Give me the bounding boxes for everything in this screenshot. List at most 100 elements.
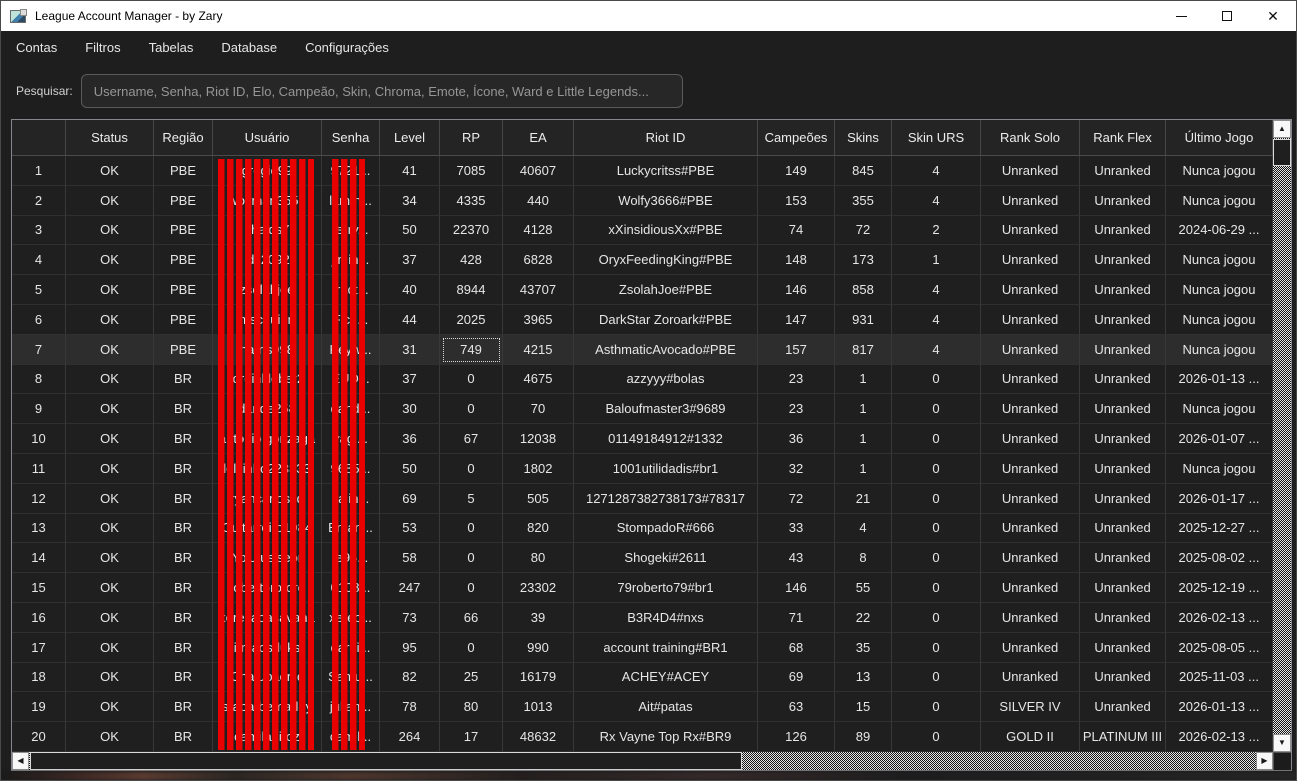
table-row[interactable]: 2 OK PBE wolfman3555 lamth... 34 4335 440 Wolfy3… xyxy=(12,185,1291,216)
cell-rank-flex[interactable]: Unranked xyxy=(1080,573,1166,603)
row-number-cell[interactable]: 20 xyxy=(12,722,66,752)
cell-level[interactable]: 53 xyxy=(380,513,440,544)
cell-skin-urs[interactable]: 4 xyxy=(892,185,981,216)
cell-regiao[interactable]: BR xyxy=(154,483,213,514)
cell-regiao[interactable]: PBE xyxy=(154,334,213,365)
cell-ultimo-jogo[interactable]: 2025-11-03 ... xyxy=(1166,662,1273,693)
cell-skins[interactable]: 55 xyxy=(835,573,892,603)
cell-rp[interactable]: 0 xyxy=(440,543,503,574)
cell-senha[interactable]: xerec... xyxy=(322,602,380,633)
cell-regiao[interactable]: BR xyxy=(154,364,213,395)
cell-ultimo-jogo[interactable]: Nunca jogou xyxy=(1166,245,1273,276)
cell-rank-solo[interactable]: Unranked xyxy=(981,394,1080,425)
cell-regiao[interactable]: BR xyxy=(154,722,213,752)
cell-campeoes[interactable]: 36 xyxy=(758,424,835,454)
cell-ea[interactable]: 43707 xyxy=(503,275,574,305)
cell-rank-solo[interactable]: Unranked xyxy=(981,156,1080,186)
cell-skin-urs[interactable]: 0 xyxy=(892,424,981,454)
cell-level[interactable]: 31 xyxy=(380,334,440,365)
cell-rank-flex[interactable]: Unranked xyxy=(1080,394,1166,425)
table-row[interactable]: 9 OK BR dande258 dand... 30 0 70 Baloufmaster3#9… xyxy=(12,394,1291,425)
cell-rank-flex[interactable]: Unranked xyxy=(1080,602,1166,633)
minimize-button[interactable] xyxy=(1158,1,1204,31)
cell-usuario[interactable]: ryancarloscd xyxy=(213,483,322,514)
cell-level[interactable]: 78 xyxy=(380,692,440,723)
cell-riot-id[interactable]: Luckycritss#PBE xyxy=(574,156,758,186)
cell-level[interactable]: 82 xyxy=(380,662,440,693)
cell-senha[interactable]: le96... xyxy=(322,543,380,574)
cell-rank-flex[interactable]: Unranked xyxy=(1080,156,1166,186)
cell-senha[interactable]: 9685... xyxy=(322,453,380,484)
cell-level[interactable]: 37 xyxy=(380,245,440,276)
cell-level[interactable]: 69 xyxy=(380,483,440,514)
menu-item-configuracoes[interactable]: Configurações xyxy=(305,39,389,55)
cell-usuario[interactable]: lolzinho223333 xyxy=(213,453,322,484)
cell-skins[interactable]: 858 xyxy=(835,275,892,305)
table-row[interactable]: 17 OK BR irmaosduks dardi... 95 0 990 account tr… xyxy=(12,632,1291,663)
cell-ea[interactable]: 39 xyxy=(503,602,574,633)
cell-skin-urs[interactable]: 0 xyxy=(892,632,981,663)
cell-usuario[interactable]: idc2092 xyxy=(213,245,322,276)
cell-status[interactable]: OK xyxy=(66,632,154,663)
column-header-riot-id[interactable]: Riot ID xyxy=(574,120,758,156)
cell-rank-flex[interactable]: Unranked xyxy=(1080,632,1166,663)
cell-ultimo-jogo[interactable]: 2026-01-13 ... xyxy=(1166,692,1273,723)
close-button[interactable]: ✕ xyxy=(1250,1,1296,31)
cell-rp[interactable]: 0 xyxy=(440,394,503,425)
cell-regiao[interactable]: BR xyxy=(154,394,213,425)
cell-ultimo-jogo[interactable]: 2025-08-05 ... xyxy=(1166,632,1273,663)
cell-skin-urs[interactable]: 4 xyxy=(892,156,981,186)
cell-ultimo-jogo[interactable]: 2026-02-13 ... xyxy=(1166,602,1273,633)
horizontal-scrollbar-thumb[interactable] xyxy=(30,752,742,770)
cell-riot-id[interactable]: 79roberto79#br1 xyxy=(574,573,758,603)
cell-skin-urs[interactable]: 0 xyxy=(892,513,981,544)
cell-skin-urs[interactable]: 4 xyxy=(892,275,981,305)
cell-rp[interactable]: 5 xyxy=(440,483,503,514)
cell-riot-id[interactable]: 1271287382738173#78317 xyxy=(574,483,758,514)
cell-level[interactable]: 36 xyxy=(380,424,440,454)
cell-ultimo-jogo[interactable]: 2026-01-07 ... xyxy=(1166,424,1273,454)
cell-ultimo-jogo[interactable]: 2025-12-19 ... xyxy=(1166,573,1273,603)
cell-regiao[interactable]: PBE xyxy=(154,304,213,335)
cell-campeoes[interactable]: 153 xyxy=(758,185,835,216)
cell-riot-id[interactable]: ACHEY#ACEY xyxy=(574,662,758,693)
cell-senha[interactable]: terry... xyxy=(322,215,380,246)
cell-usuario[interactable]: chaids7 xyxy=(213,215,322,246)
cell-rank-flex[interactable]: Unranked xyxy=(1080,662,1166,693)
table-row[interactable]: 10 OK BR antonio gonzaga vagi... 36 67 12038 011… xyxy=(12,424,1291,454)
column-header-skin-urs[interactable]: Skin URS xyxy=(892,120,981,156)
cell-usuario[interactable]: antonio gonzaga xyxy=(213,424,322,454)
cell-campeoes[interactable]: 69 xyxy=(758,662,835,693)
cell-riot-id[interactable]: account training#BR1 xyxy=(574,632,758,663)
row-number-cell[interactable]: 2 xyxy=(12,185,66,216)
row-number-cell[interactable]: 5 xyxy=(12,275,66,305)
cell-ea[interactable]: 990 xyxy=(503,632,574,663)
cell-rank-solo[interactable]: Unranked xyxy=(981,245,1080,276)
cell-usuario[interactable]: Chatubaenic xyxy=(213,662,322,693)
cell-regiao[interactable]: BR xyxy=(154,513,213,544)
cell-campeoes[interactable]: 32 xyxy=(758,453,835,484)
cell-rp[interactable]: 17 xyxy=(440,722,503,752)
cell-rank-solo[interactable]: Unranked xyxy=(981,185,1080,216)
cell-riot-id[interactable]: OryxFeedingKing#PBE xyxy=(574,245,758,276)
cell-skins[interactable]: 355 xyxy=(835,185,892,216)
table-row[interactable]: 15 OK BR robertorororo 0108... 247 0 23302 79rob… xyxy=(12,573,1291,603)
cell-level[interactable]: 58 xyxy=(380,543,440,574)
cell-rank-flex[interactable]: Unranked xyxy=(1080,364,1166,395)
cell-skin-urs[interactable]: 0 xyxy=(892,453,981,484)
cell-campeoes[interactable]: 43 xyxy=(758,543,835,574)
cell-senha[interactable]: salin... xyxy=(322,483,380,514)
cell-rp[interactable]: 8944 xyxy=(440,275,503,305)
cell-skins[interactable]: 8 xyxy=(835,543,892,574)
cell-status[interactable]: OK xyxy=(66,483,154,514)
cell-ultimo-jogo[interactable]: Nunca jogou xyxy=(1166,394,1273,425)
row-number-cell[interactable]: 1 xyxy=(12,156,66,186)
cell-regiao[interactable]: BR xyxy=(154,573,213,603)
cell-ultimo-jogo[interactable]: Nunca jogou xyxy=(1166,453,1273,484)
row-number-cell[interactable]: 8 xyxy=(12,364,66,395)
row-number-cell[interactable]: 9 xyxy=(12,394,66,425)
cell-campeoes[interactable]: 71 xyxy=(758,602,835,633)
cell-rank-flex[interactable]: Unranked xyxy=(1080,483,1166,514)
cell-senha[interactable]: camil... xyxy=(322,722,380,752)
cell-riot-id[interactable]: Baloufmaster3#9689 xyxy=(574,394,758,425)
